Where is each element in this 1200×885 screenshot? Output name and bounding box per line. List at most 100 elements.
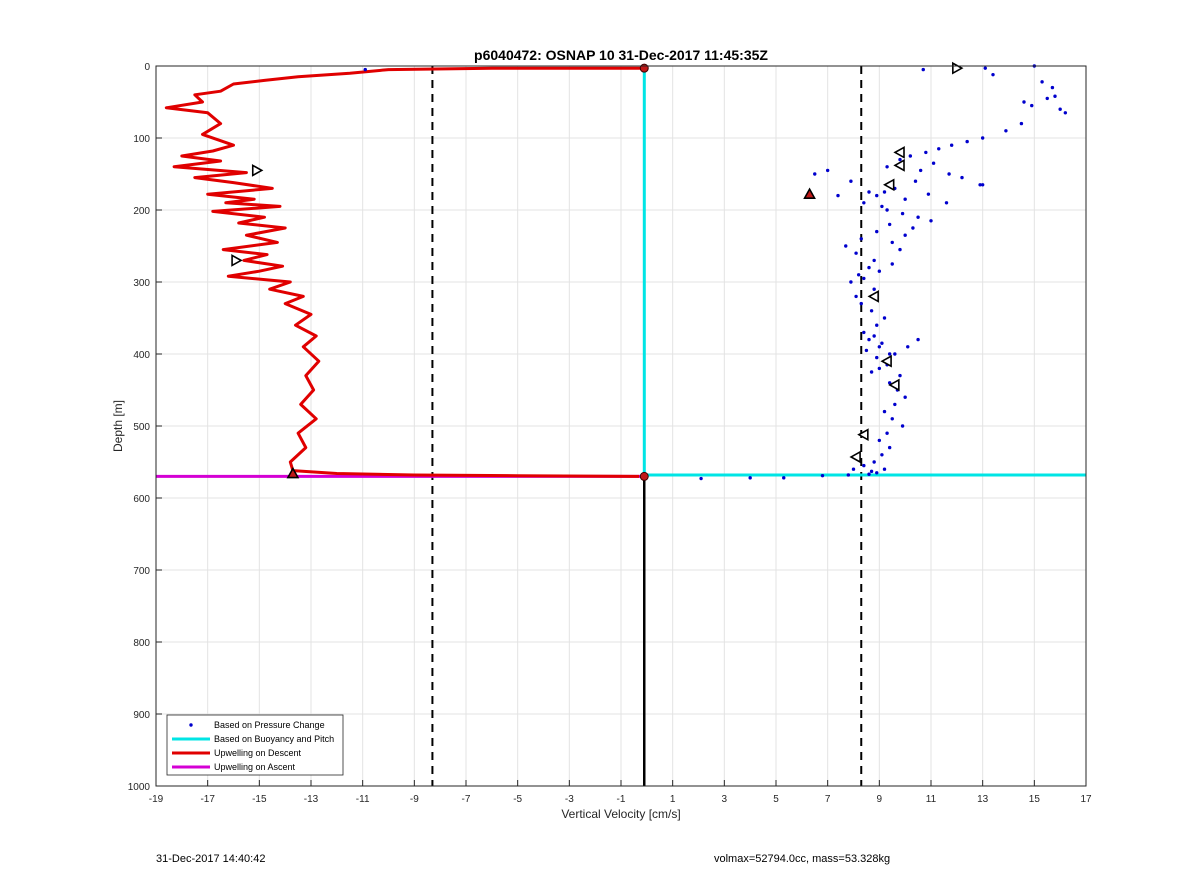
- pressure-point: [846, 473, 851, 477]
- pressure-point: [908, 154, 913, 158]
- pressure-point: [980, 136, 985, 140]
- marker-triangle: [849, 450, 861, 464]
- marker-triangle: [803, 187, 816, 199]
- pressure-point: [813, 172, 817, 176]
- pressure-point: [862, 276, 866, 281]
- y-tick-label: 300: [133, 278, 150, 289]
- pressure-point: [1030, 103, 1034, 108]
- pressure-point: [1045, 96, 1049, 101]
- legend-marker: [189, 723, 193, 727]
- descent-line: [164, 66, 645, 478]
- pressure-point: [937, 147, 941, 151]
- pressure-point: [947, 172, 951, 176]
- pressure-point: [880, 204, 884, 209]
- pressure-point: [918, 168, 923, 173]
- pressure-point: [949, 143, 954, 147]
- pressure-point: [991, 72, 995, 77]
- pressure-point: [944, 201, 949, 205]
- legend-label: Upwelling on Descent: [214, 748, 302, 758]
- x-tick-label: -9: [410, 794, 419, 805]
- pressure-point: [867, 337, 871, 342]
- pressure-point: [1022, 100, 1026, 104]
- pressure-point: [965, 139, 969, 144]
- marker-triangle: [880, 354, 892, 368]
- pressure-point: [880, 341, 884, 345]
- pressure-point: [916, 337, 920, 342]
- pressure-point: [898, 373, 902, 378]
- pressure-point: [872, 334, 876, 338]
- pressure-point: [885, 208, 889, 212]
- pressure-point: [1053, 94, 1057, 98]
- y-tick-label: 0: [144, 62, 150, 73]
- marker-triangle: [893, 146, 905, 159]
- pressure-point: [862, 201, 866, 205]
- pressure-point: [926, 192, 931, 196]
- marker-triangle: [857, 428, 869, 441]
- x-axis-label: Vertical Velocity [cm/s]: [561, 807, 680, 821]
- pressure-point: [916, 215, 920, 219]
- footer-params: volmax=52794.0cc, mass=53.328kg: [714, 853, 891, 865]
- pressure-point: [887, 381, 892, 385]
- x-tick-label: 11: [926, 794, 937, 805]
- pressure-point: [875, 471, 879, 475]
- pressure-point: [893, 352, 897, 356]
- x-tick-label: -13: [304, 794, 319, 805]
- y-axis-label: Depth [m]: [111, 400, 125, 452]
- x-tick-label: -1: [617, 794, 626, 805]
- pressure-point: [887, 352, 892, 356]
- marker-triangle: [883, 178, 895, 192]
- y-tick-label: 500: [133, 422, 150, 433]
- marker-circle: [639, 471, 649, 481]
- pressure-point: [929, 219, 933, 223]
- x-tick-label: 9: [877, 794, 883, 805]
- pressure-point: [877, 366, 882, 371]
- pressure-point: [854, 251, 858, 255]
- pressure-point: [887, 445, 892, 450]
- x-tick-label: -11: [356, 794, 370, 805]
- pressure-point: [890, 262, 894, 266]
- legend-label: Upwelling on Ascent: [214, 762, 296, 772]
- x-tick-label: -19: [149, 794, 164, 805]
- pressure-point: [872, 258, 876, 263]
- pressure-point: [1058, 107, 1062, 111]
- pressure-point: [872, 287, 876, 291]
- pressure-point: [875, 323, 879, 327]
- pressure-point: [877, 345, 882, 349]
- pressure-point: [893, 402, 897, 407]
- pressure-point: [980, 183, 985, 187]
- pressure-point: [851, 467, 856, 471]
- legend-label: Based on Buoyancy and Pitch: [214, 734, 334, 744]
- x-tick-label: -7: [462, 794, 471, 805]
- pressure-point: [882, 467, 887, 471]
- pressure-point: [880, 453, 884, 457]
- pressure-point: [877, 269, 882, 273]
- pressure-point: [890, 240, 894, 245]
- pressure-point: [875, 355, 879, 360]
- legend-label: Based on Pressure Change: [214, 720, 325, 730]
- pressure-point: [849, 280, 853, 284]
- pressure-point: [867, 265, 871, 270]
- x-tick-label: 17: [1080, 794, 1092, 805]
- pressure-point: [867, 190, 871, 194]
- pressure-point: [903, 395, 907, 399]
- pressure-point: [1019, 121, 1024, 126]
- pressure-point: [1004, 129, 1008, 133]
- pressure-point: [836, 193, 840, 198]
- marker-triangle: [888, 378, 900, 392]
- x-tick-label: -15: [252, 794, 267, 805]
- y-tick-label: 900: [133, 710, 150, 721]
- pressure-point: [890, 417, 894, 421]
- pressure-point: [924, 150, 928, 155]
- pressure-point: [782, 476, 786, 480]
- pressure-point: [820, 473, 825, 478]
- pressure-point: [363, 67, 367, 72]
- pressure-point: [854, 294, 858, 299]
- pressure-point: [882, 190, 887, 194]
- pressure-point: [859, 301, 863, 306]
- pressure-point: [869, 469, 874, 474]
- pressure-point: [903, 233, 907, 237]
- pressure-point: [862, 330, 866, 335]
- pressure-point: [869, 309, 874, 313]
- pressure-point: [877, 438, 882, 443]
